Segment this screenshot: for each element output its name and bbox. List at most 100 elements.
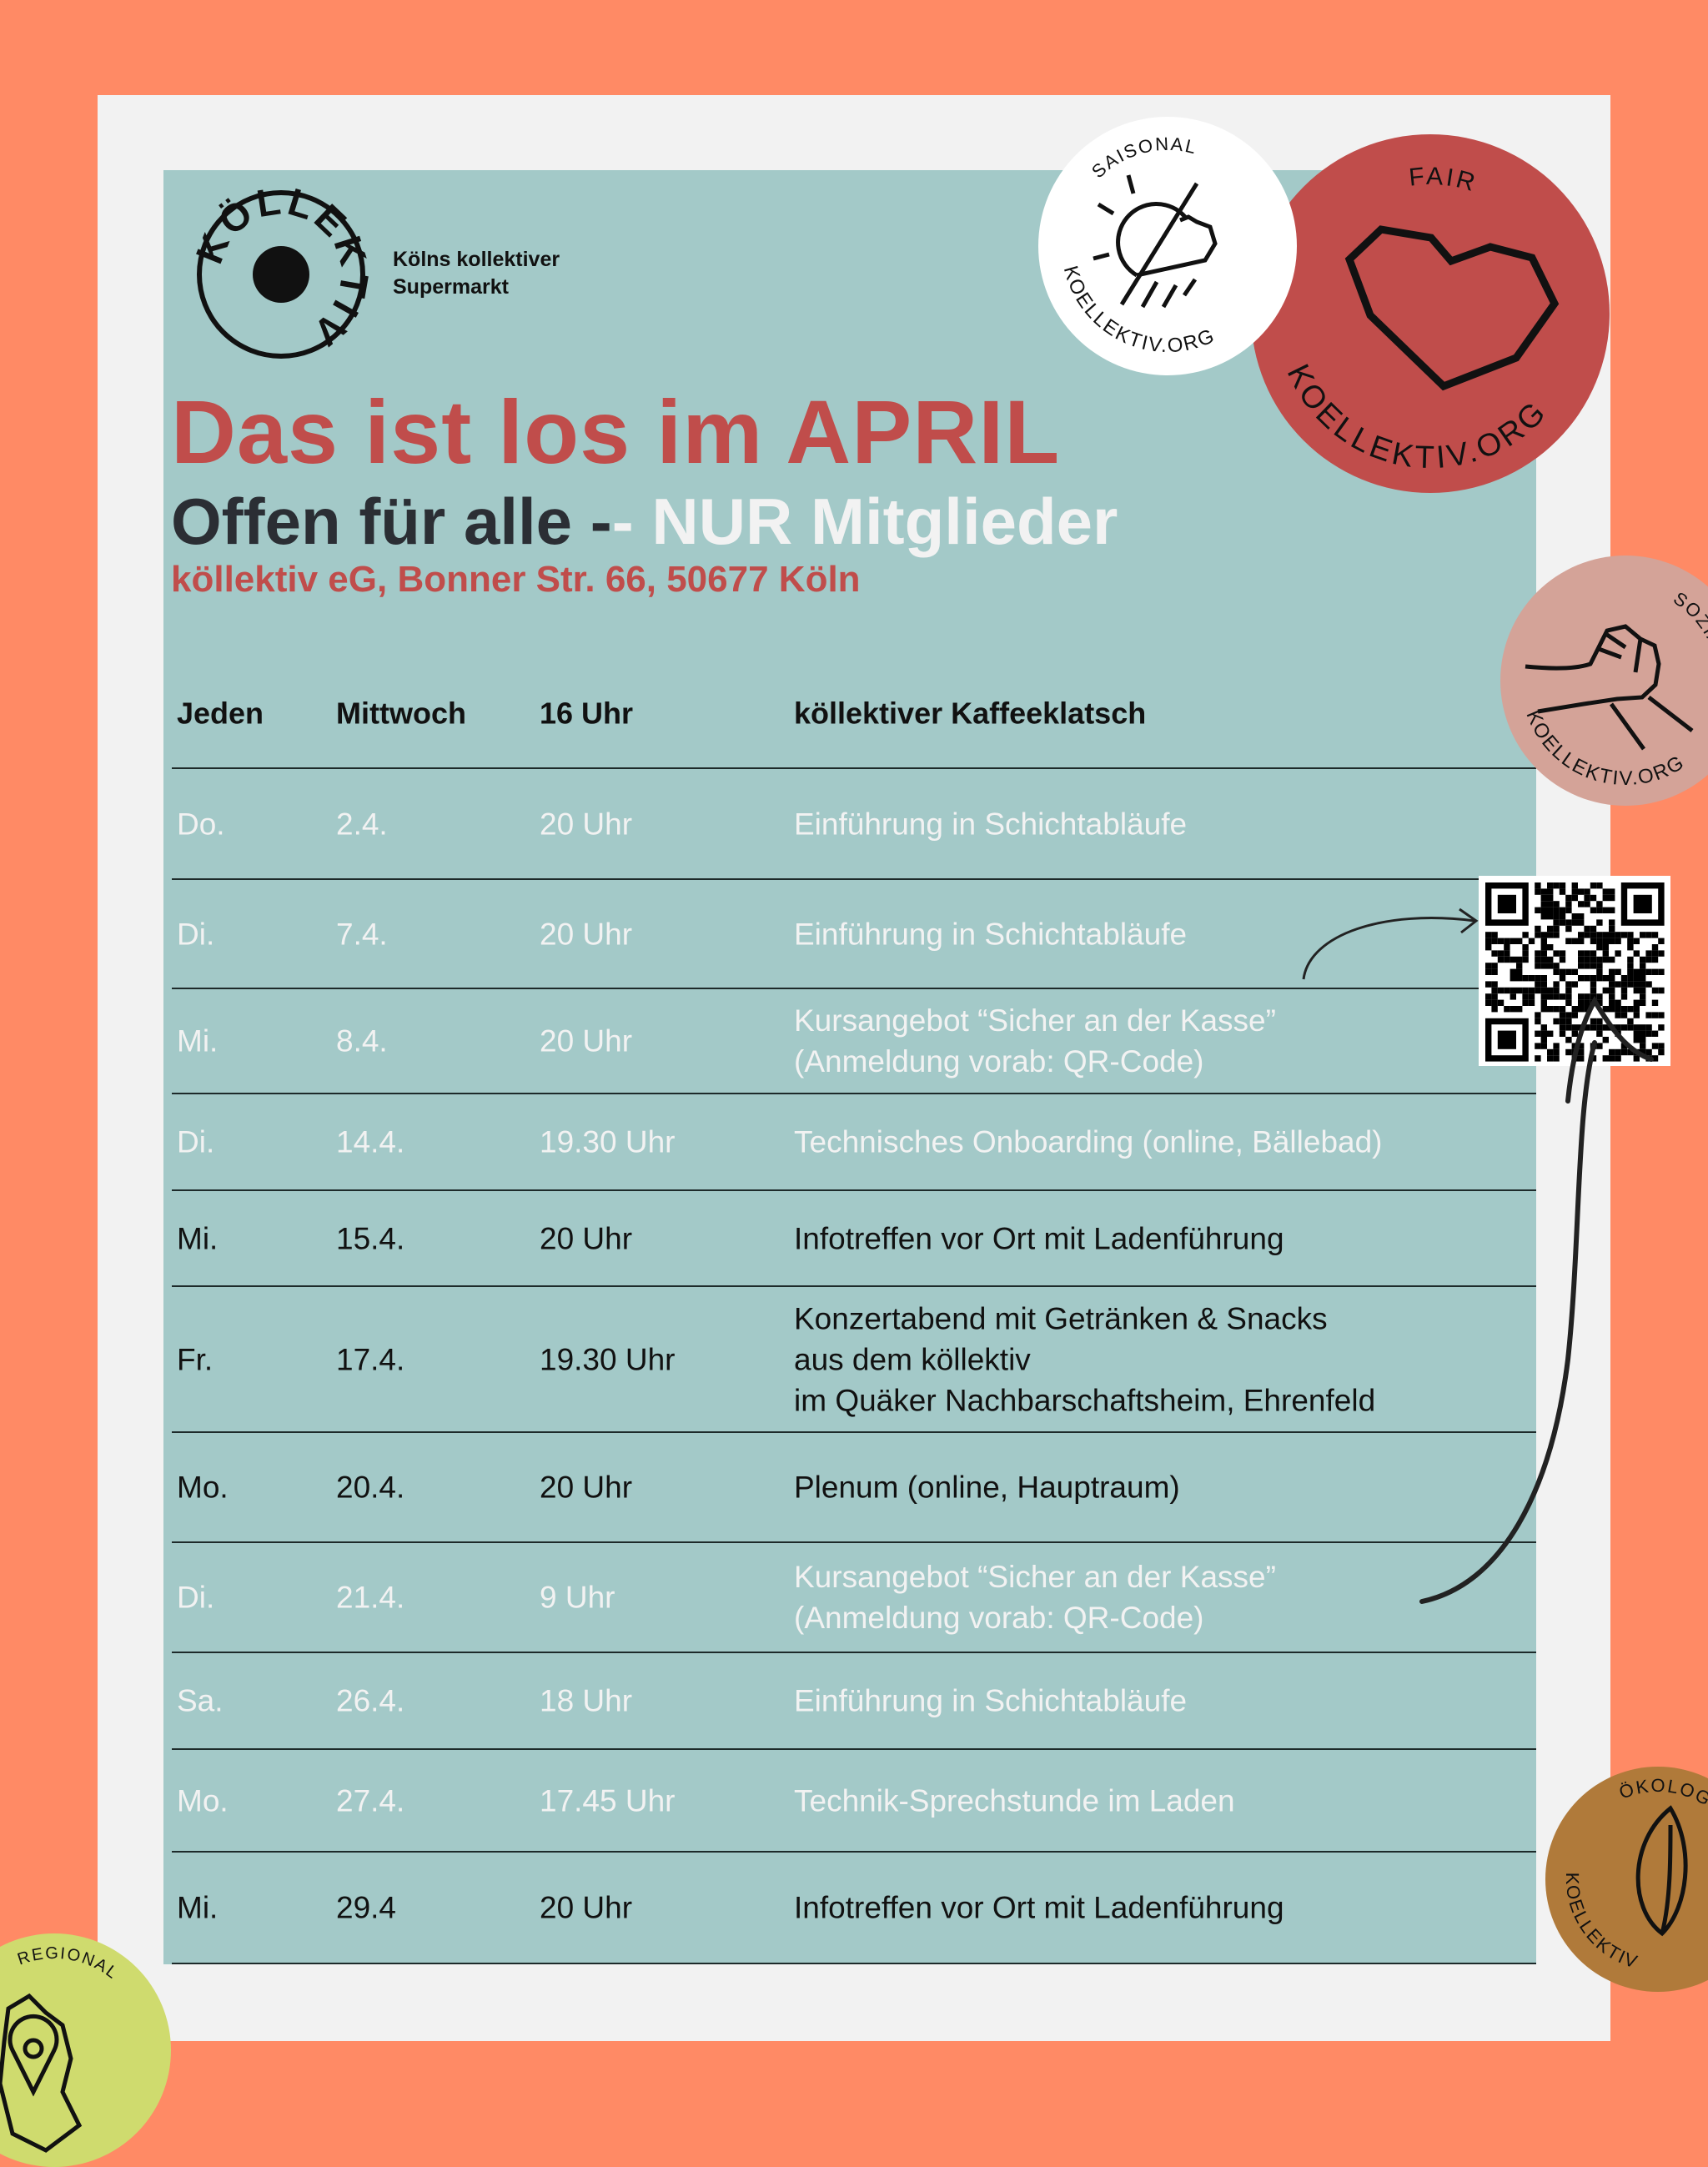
sticker-sozial: SOZIAL KOELLEKTIV.ORG <box>1500 556 1708 806</box>
cell-time: 9 Uhr <box>540 1580 615 1615</box>
cell-time: 20 Uhr <box>540 1023 633 1058</box>
cell-event: Kursangebot “Sicher an der Kasse” (Anmeld… <box>794 1556 1276 1638</box>
cell-event: Technik-Sprechstunde im Laden <box>794 1780 1235 1821</box>
cell-time: 20 Uhr <box>540 1470 633 1505</box>
cell-date: 17.4. <box>336 1342 405 1376</box>
cell-day: Di. <box>177 1580 215 1615</box>
logo-tagline: Kölns kollektiver Supermarkt <box>393 246 560 301</box>
address: köllektiv eG, Bonner Str. 66, 50677 Köln <box>171 559 861 600</box>
table-row: Mi. 15.4. 20 Uhr Infotreffen vor Ort mit La… <box>172 1191 1536 1287</box>
event-line: im Quäker Nachbarschaftsheim, Ehrenfeld <box>794 1383 1376 1417</box>
event-line: Kursangebot “Sicher an der Kasse” <box>794 1560 1276 1594</box>
table-row: Di. 21.4. 9 Uhr Kursangebot “Sicher an der … <box>172 1543 1536 1653</box>
table-row: Do. 2.4. 20 Uhr Einführung in Schichtabläuf… <box>172 769 1536 880</box>
cell-time: 18 Uhr <box>540 1683 633 1718</box>
sticker-regional: REGIONAL <box>0 1933 171 2167</box>
event-line: Einführung in Schichtabläufe <box>794 1683 1188 1718</box>
cell-day: Di. <box>177 1124 215 1159</box>
cell-date: 2.4. <box>336 807 388 841</box>
event-line: Infotreffen vor Ort mit Ladenführung <box>794 1221 1284 1255</box>
subtitle-members: - NUR Mitglieder <box>611 485 1118 558</box>
event-line: (Anmeldung vorab: QR-Code) <box>794 1601 1204 1635</box>
cell-day: Mo. <box>177 1783 229 1818</box>
event-line: (Anmeldung vorab: QR-Code) <box>794 1044 1204 1078</box>
cell-time: 20 Uhr <box>540 1890 633 1925</box>
cell-time: 19.30 Uhr <box>540 1342 676 1376</box>
table-row: Mo. 20.4. 20 Uhr Plenum (online, Hauptraum) <box>172 1433 1536 1543</box>
cell-event: Kursangebot “Sicher an der Kasse” (Anmeld… <box>794 1000 1276 1082</box>
header-weekday: Jeden <box>177 696 264 731</box>
event-line: Konzertabend mit Getränken & Snacks <box>794 1301 1328 1335</box>
content-panel <box>163 170 1536 1964</box>
cell-date: 26.4. <box>336 1683 405 1718</box>
cell-event: Konzertabend mit Getränken & Snacks aus d… <box>794 1298 1375 1420</box>
cell-time: 20 Uhr <box>540 807 633 841</box>
event-line: Plenum (online, Hauptraum) <box>794 1470 1180 1505</box>
cell-time: 19.30 Uhr <box>540 1124 676 1159</box>
cell-date: 8.4. <box>336 1023 388 1058</box>
cell-event: Infotreffen vor Ort mit Ladenführung <box>794 1888 1284 1928</box>
cell-date: 29.4 <box>336 1890 397 1925</box>
table-row: Mi. 29.4 20 Uhr Infotreffen vor Ort mit Lad… <box>172 1853 1536 1964</box>
tagline-line-1: Kölns kollektiver <box>393 248 560 271</box>
cell-date: 14.4. <box>336 1124 405 1159</box>
event-line: Kursangebot “Sicher an der Kasse” <box>794 1003 1276 1038</box>
subtitle-open: Offen für alle - <box>171 485 612 558</box>
qr-code-icon <box>1485 882 1665 1062</box>
cell-day: Do. <box>177 807 225 841</box>
heart-icon <box>1344 225 1560 391</box>
cell-day: Mi. <box>177 1890 219 1925</box>
leaf-icon <box>1635 1805 1688 1937</box>
cell-date: 15.4. <box>336 1221 405 1255</box>
arrow-to-qr-bottom <box>1419 996 1654 1604</box>
map-pin-icon <box>0 1993 83 2153</box>
sticker-saisonal: SAISONAL KOELLEKTIV.ORG <box>1038 117 1297 375</box>
table-row: Mi. 8.4. 20 Uhr Kursangebot “Sicher an der … <box>172 989 1536 1094</box>
cell-day: Mi. <box>177 1023 219 1058</box>
event-line: Technisches Onboarding (online, Bällebad… <box>794 1124 1383 1159</box>
cell-event: Infotreffen vor Ort mit Ladenführung <box>794 1218 1284 1259</box>
cell-date: 20.4. <box>336 1470 405 1505</box>
header-time: 16 Uhr <box>540 696 634 731</box>
event-line: Einführung in Schichtabläufe <box>794 917 1188 951</box>
table-row: Di. 7.4. 20 Uhr Einführung in Schichtabläuf… <box>172 880 1536 989</box>
event-line: aus dem köllektiv <box>794 1342 1031 1376</box>
sun-cloud-icon <box>1093 174 1218 309</box>
cell-date: 7.4. <box>336 917 388 951</box>
arrows <box>1302 908 1654 1604</box>
cell-day: Mo. <box>177 1470 229 1505</box>
table-row: Sa. 26.4. 18 Uhr Einführung in Schichtabläu… <box>172 1653 1536 1750</box>
cell-event: Einführung in Schichtabläufe <box>794 803 1187 844</box>
cell-day: Di. <box>177 917 215 951</box>
table-header: Jeden Mittwoch 16 Uhr köllektiver Kaffeekla… <box>172 659 1536 769</box>
event-line: Technik-Sprechstunde im Laden <box>794 1783 1235 1818</box>
arrow-to-qr-top <box>1302 908 1479 980</box>
cell-date: 27.4. <box>336 1783 405 1818</box>
table-row: Di. 14.4. 19.30 Uhr Technisches Onboarding … <box>172 1094 1536 1191</box>
header-day: Mittwoch <box>336 696 466 731</box>
sticker-oekologisch: ÖKOLOGISCH KOELLEKTIV <box>1545 1767 1708 1992</box>
koellektiv-logo: KÖLLEKTIV <box>193 187 369 359</box>
handshake-icon <box>1525 624 1694 751</box>
subtitle: Offen für alle -- NUR Mitglieder <box>171 484 1118 560</box>
cell-event: Einführung in Schichtabläufe <box>794 1681 1187 1722</box>
sticker-fair: FAIR KOELLEKTIV.ORG <box>1251 134 1610 493</box>
cell-event: Einführung in Schichtabläufe <box>794 913 1187 954</box>
cell-day: Mi. <box>177 1221 219 1255</box>
cell-event: Plenum (online, Hauptraum) <box>794 1467 1180 1508</box>
cell-event: Technisches Onboarding (online, Bällebad… <box>794 1122 1383 1163</box>
header-event: köllektiver Kaffeeklatsch <box>794 696 1147 731</box>
cell-time: 20 Uhr <box>540 917 633 951</box>
cell-time: 20 Uhr <box>540 1221 633 1255</box>
table-row: Mo. 27.4. 17.45 Uhr Technik-Sprechstunde im… <box>172 1750 1536 1853</box>
cell-day: Fr. <box>177 1342 214 1376</box>
event-line: Einführung in Schichtabläufe <box>794 807 1188 841</box>
qr-code[interactable] <box>1479 876 1670 1066</box>
tagline-line-2: Supermarkt <box>393 275 509 299</box>
page-title: Das ist los im APRIL <box>171 381 1061 482</box>
table-row: Fr. 17.4. 19.30 Uhr Konzertabend mit Geträn… <box>172 1287 1536 1433</box>
cell-date: 21.4. <box>336 1580 405 1615</box>
cell-time: 17.45 Uhr <box>540 1783 676 1818</box>
event-line: Infotreffen vor Ort mit Ladenführung <box>794 1890 1284 1925</box>
cell-day: Sa. <box>177 1683 224 1718</box>
